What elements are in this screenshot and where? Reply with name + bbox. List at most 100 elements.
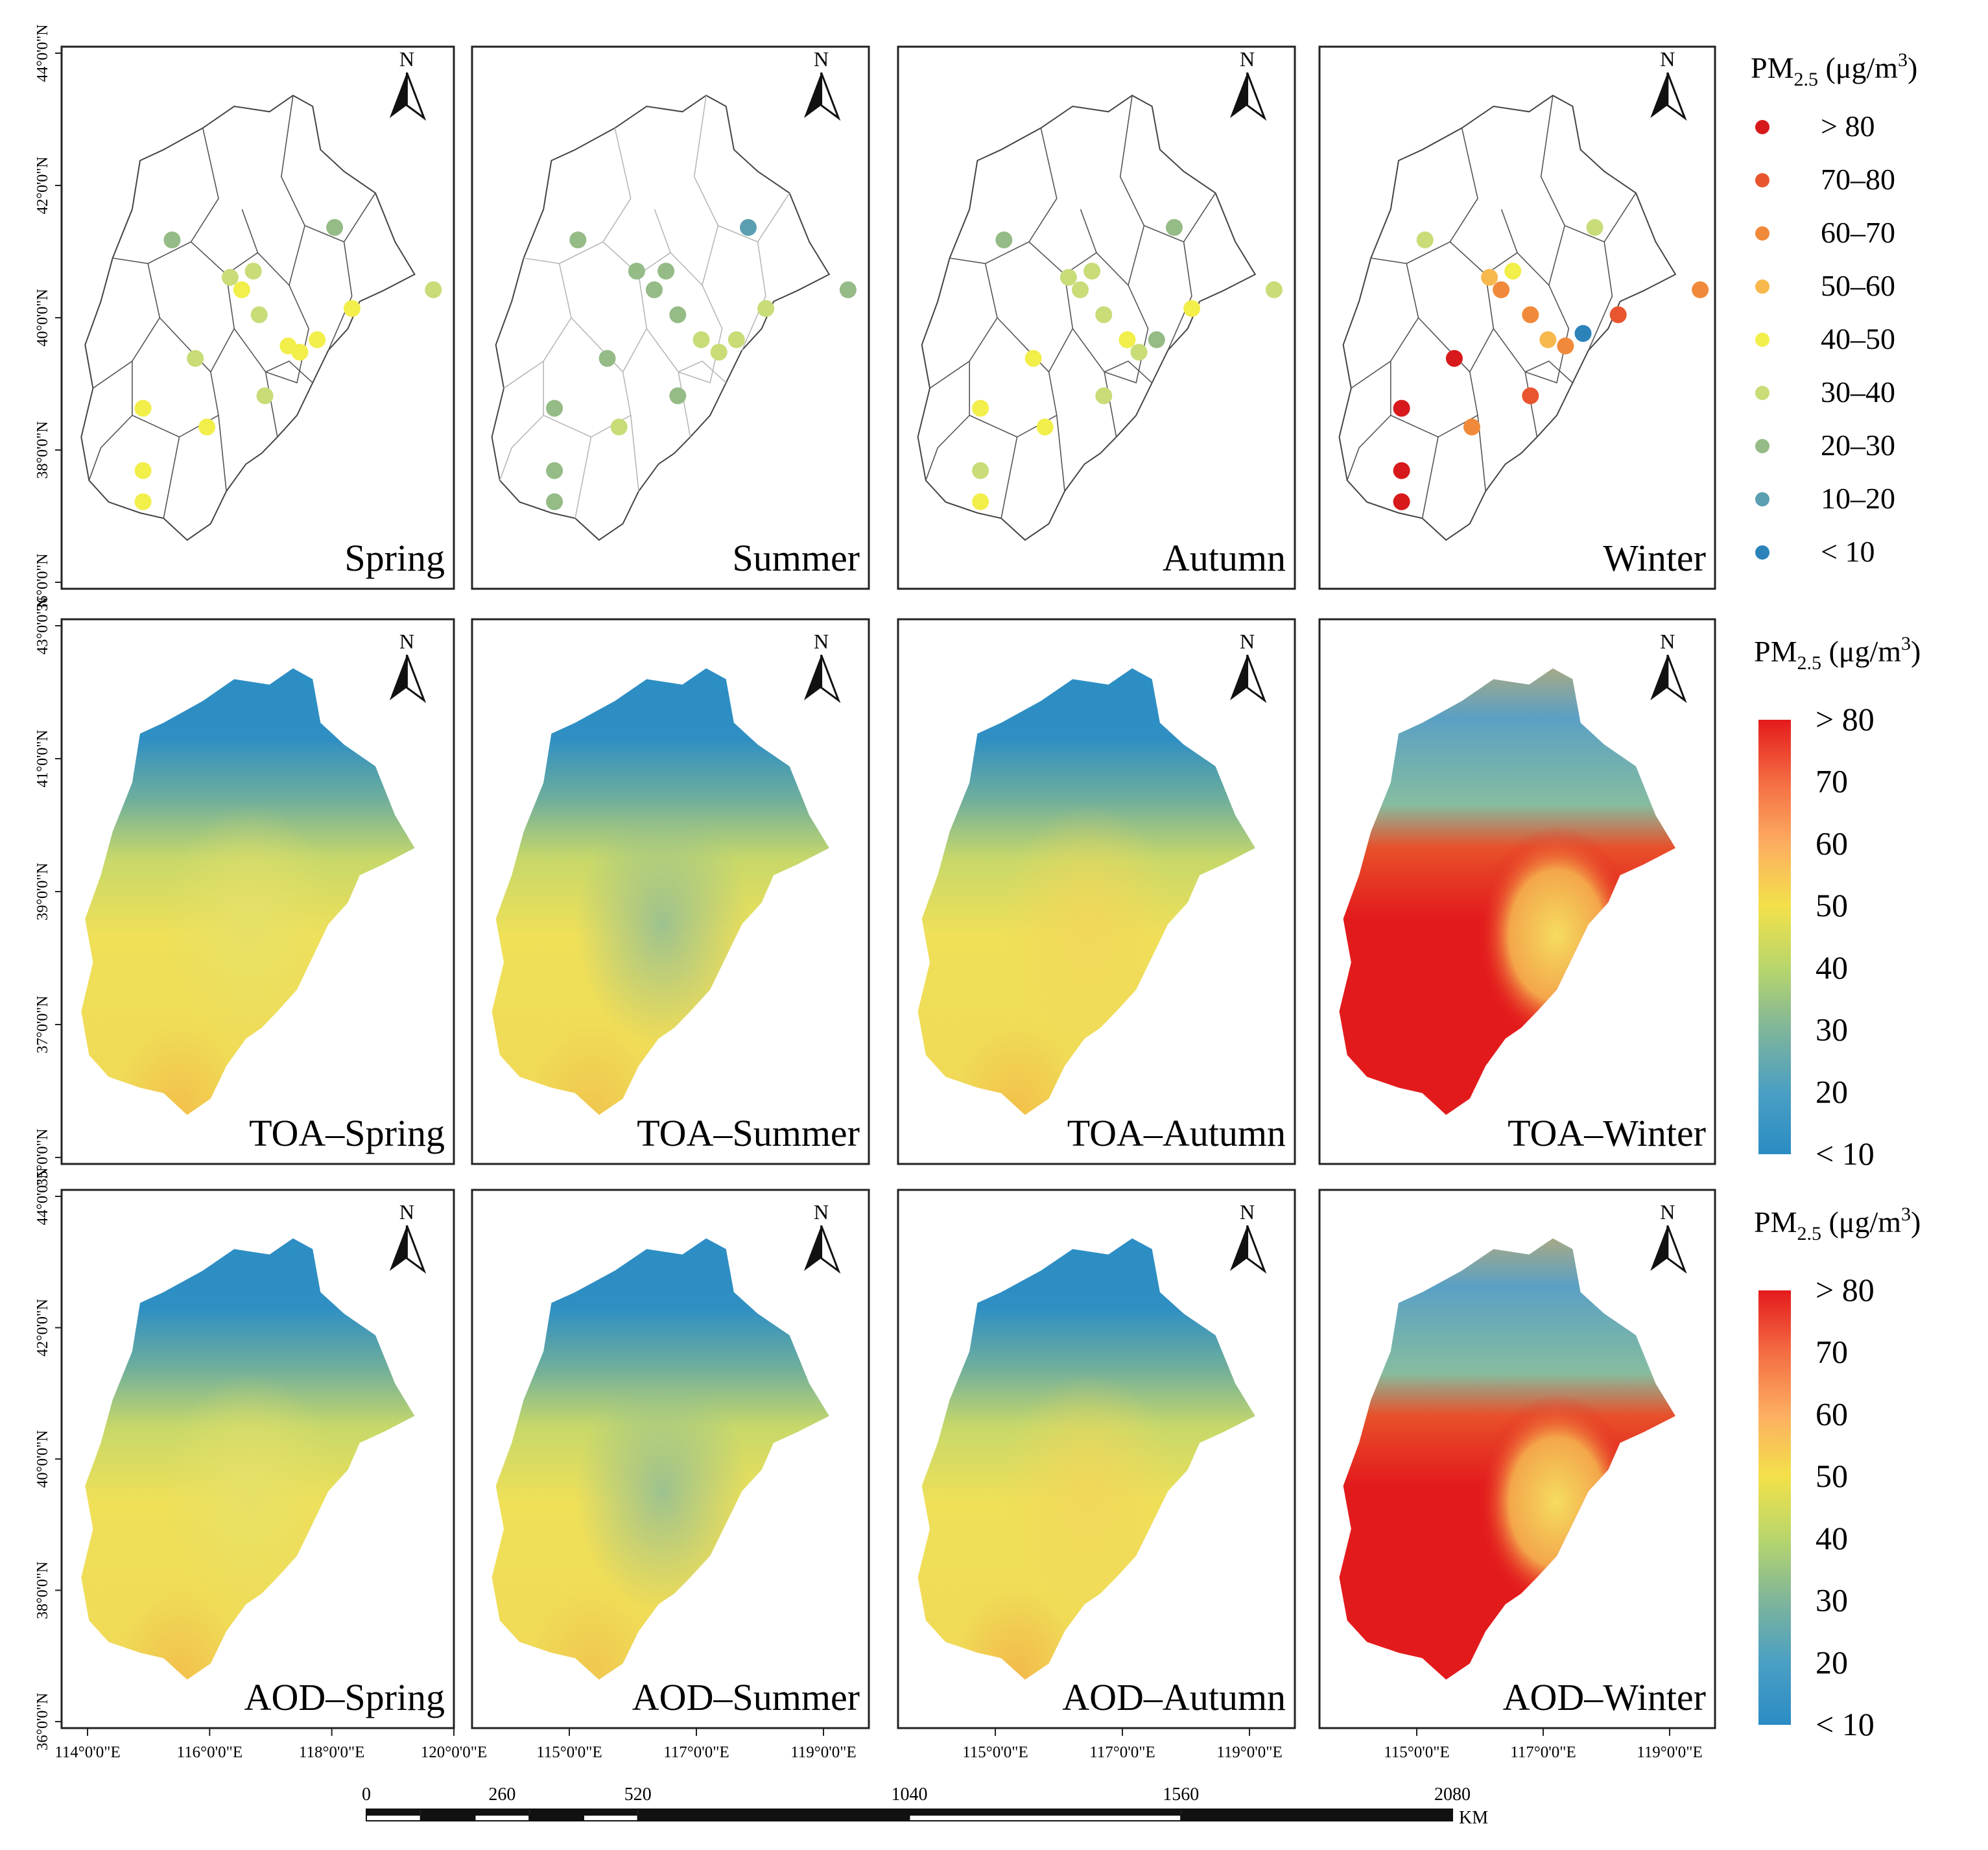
color-ramp-label: 70: [1816, 763, 1848, 800]
panel-aod-3: N AOD–Winter: [1318, 1189, 1716, 1729]
latitude-tick-label: 38°0'0"N: [34, 1561, 51, 1619]
prefecture-boundary: [1167, 241, 1192, 351]
latitude-tick-label: 44°0'0"N: [34, 1167, 51, 1225]
prefecture-boundary: [574, 436, 592, 519]
color-ramp-label: 40: [1816, 949, 1848, 986]
longitude-tick-label: 117°0'0"E: [1089, 1744, 1155, 1761]
monitoring-station-marker: [1393, 462, 1410, 479]
monitoring-station-marker: [972, 462, 989, 479]
color-ramp-label: 40: [1816, 1520, 1848, 1556]
prefecture-boundary: [1000, 436, 1018, 519]
monitoring-station-marker: [546, 399, 563, 417]
panel-aod-0: N AOD–Spring: [60, 1189, 455, 1729]
monitoring-station-marker: [1095, 306, 1113, 324]
monitoring-station-marker: [1481, 268, 1498, 286]
prefecture-boundary: [678, 360, 727, 383]
prefecture-boundary: [925, 414, 970, 481]
legend-class-label: 40–50: [1821, 322, 1895, 355]
monitoring-station-marker: [1072, 281, 1089, 298]
color-ramp-label: > 80: [1816, 701, 1875, 737]
prefecture-boundary: [503, 263, 572, 389]
legend-swatch: [1755, 545, 1769, 560]
scale-bar-segment: [366, 1814, 421, 1821]
region-outline: [917, 95, 1257, 541]
legend-title: PM2.5 (μg/m3): [1751, 49, 1917, 90]
monitoring-station-marker: [221, 268, 239, 286]
monitoring-station-marker: [256, 387, 274, 405]
color-ramp-legend-0: PM2.5 (μg/m3) > 80 70 60 50 40 30 20 < 10: [1754, 633, 1921, 1172]
panel-aod-2: N AOD–Autumn: [897, 1189, 1296, 1729]
monitoring-station-marker: [1059, 268, 1077, 286]
prefecture-boundary: [1104, 360, 1153, 383]
prefecture-boundary: [88, 414, 133, 481]
prefecture-boundary: [646, 285, 723, 384]
monitoring-station-marker: [425, 281, 442, 298]
prefecture-boundary: [163, 436, 180, 519]
panel-stations-0: N Spring: [60, 45, 455, 590]
monitoring-station-marker: [972, 493, 989, 510]
north-arrow-icon: N: [803, 47, 841, 121]
north-arrow-label: N: [1660, 1200, 1675, 1224]
scale-bar: 0 260 520 1040 1560 2080 KM: [362, 1785, 1488, 1828]
scale-bar-segment: [908, 1814, 1182, 1821]
longitude-tick-label: 116°0'0"E: [177, 1744, 243, 1761]
prefecture-boundary: [997, 274, 1074, 373]
color-ramp-bar: [1758, 1290, 1791, 1725]
north-arrow-label: N: [1660, 47, 1675, 71]
panel-toa-1: N TOA–Summer: [471, 618, 870, 1165]
scale-bar-segment: [909, 1809, 1181, 1815]
scale-bar-label: 260: [488, 1785, 515, 1805]
panel-stations-2: N Autumn: [897, 45, 1296, 590]
monitoring-station-marker: [1416, 231, 1434, 248]
monitoring-station-marker: [710, 344, 728, 361]
monitoring-station-marker: [244, 263, 262, 280]
prefecture-boundary: [233, 285, 309, 384]
region-outline: [80, 95, 416, 541]
prefecture-boundary: [630, 415, 639, 492]
monitoring-station-marker: [669, 387, 687, 405]
longitude-tick-label: 114°0'0"E: [54, 1744, 121, 1761]
scale-bar-label: 1560: [1163, 1785, 1199, 1805]
panel-label: Spring: [344, 537, 445, 579]
color-ramp-label: 30: [1816, 1582, 1848, 1619]
legend-swatch: [1755, 333, 1769, 347]
monitoring-station-marker: [134, 399, 152, 417]
monitoring-station-marker: [291, 344, 309, 361]
monitoring-station-marker: [669, 306, 687, 324]
monitoring-station-marker: [1609, 306, 1627, 324]
legend-swatch: [1755, 226, 1769, 241]
prefecture-boundary: [92, 263, 161, 389]
scale-bar-segment: [474, 1814, 530, 1821]
north-arrow-label: N: [399, 630, 414, 653]
scale-bar-segment: [1181, 1809, 1452, 1815]
color-ramp-label: 60: [1816, 825, 1848, 861]
north-arrow-icon: N: [803, 630, 841, 704]
scale-bar-segment: [475, 1809, 530, 1815]
north-arrow-icon: N: [389, 630, 427, 704]
longitude-tick-label: 119°0'0"E: [790, 1744, 857, 1761]
monitoring-station-marker: [598, 350, 616, 367]
scale-bar-segment: [584, 1809, 638, 1815]
scale-bar-segment: [366, 1809, 421, 1815]
scale-bar-segment: [528, 1814, 584, 1821]
legend-class-label: 70–80: [1821, 163, 1895, 196]
monitoring-station-marker: [972, 399, 989, 417]
color-ramp-label: 50: [1816, 1458, 1848, 1494]
monitoring-station-marker: [728, 331, 745, 348]
prefecture-boundary: [1346, 414, 1391, 481]
monitoring-station-marker: [250, 306, 268, 324]
scale-bar-label: 1040: [892, 1785, 928, 1805]
monitoring-station-marker: [610, 418, 628, 436]
panel-stations-3: N Winter: [1318, 45, 1716, 590]
prefecture-boundary: [1524, 372, 1538, 438]
monitoring-station-marker: [309, 331, 326, 348]
monitoring-station-marker: [1557, 337, 1574, 355]
color-ramp-label: 20: [1816, 1644, 1848, 1680]
monitoring-station-marker: [1463, 418, 1480, 436]
north-arrow-icon: N: [389, 47, 427, 121]
monitoring-station-marker: [1522, 306, 1539, 324]
north-arrow-label: N: [1240, 47, 1255, 71]
prefecture-boundary: [678, 372, 691, 438]
monitoring-station-marker: [1692, 281, 1709, 298]
